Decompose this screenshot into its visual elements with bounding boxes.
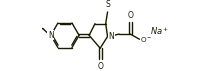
Text: Na$^+$: Na$^+$ <box>150 25 169 37</box>
Text: N: N <box>109 32 114 41</box>
Text: O$^-$: O$^-$ <box>140 35 153 44</box>
Text: S: S <box>105 0 110 9</box>
Text: O: O <box>97 62 103 71</box>
Text: O: O <box>127 11 133 20</box>
Text: N: N <box>48 31 54 40</box>
